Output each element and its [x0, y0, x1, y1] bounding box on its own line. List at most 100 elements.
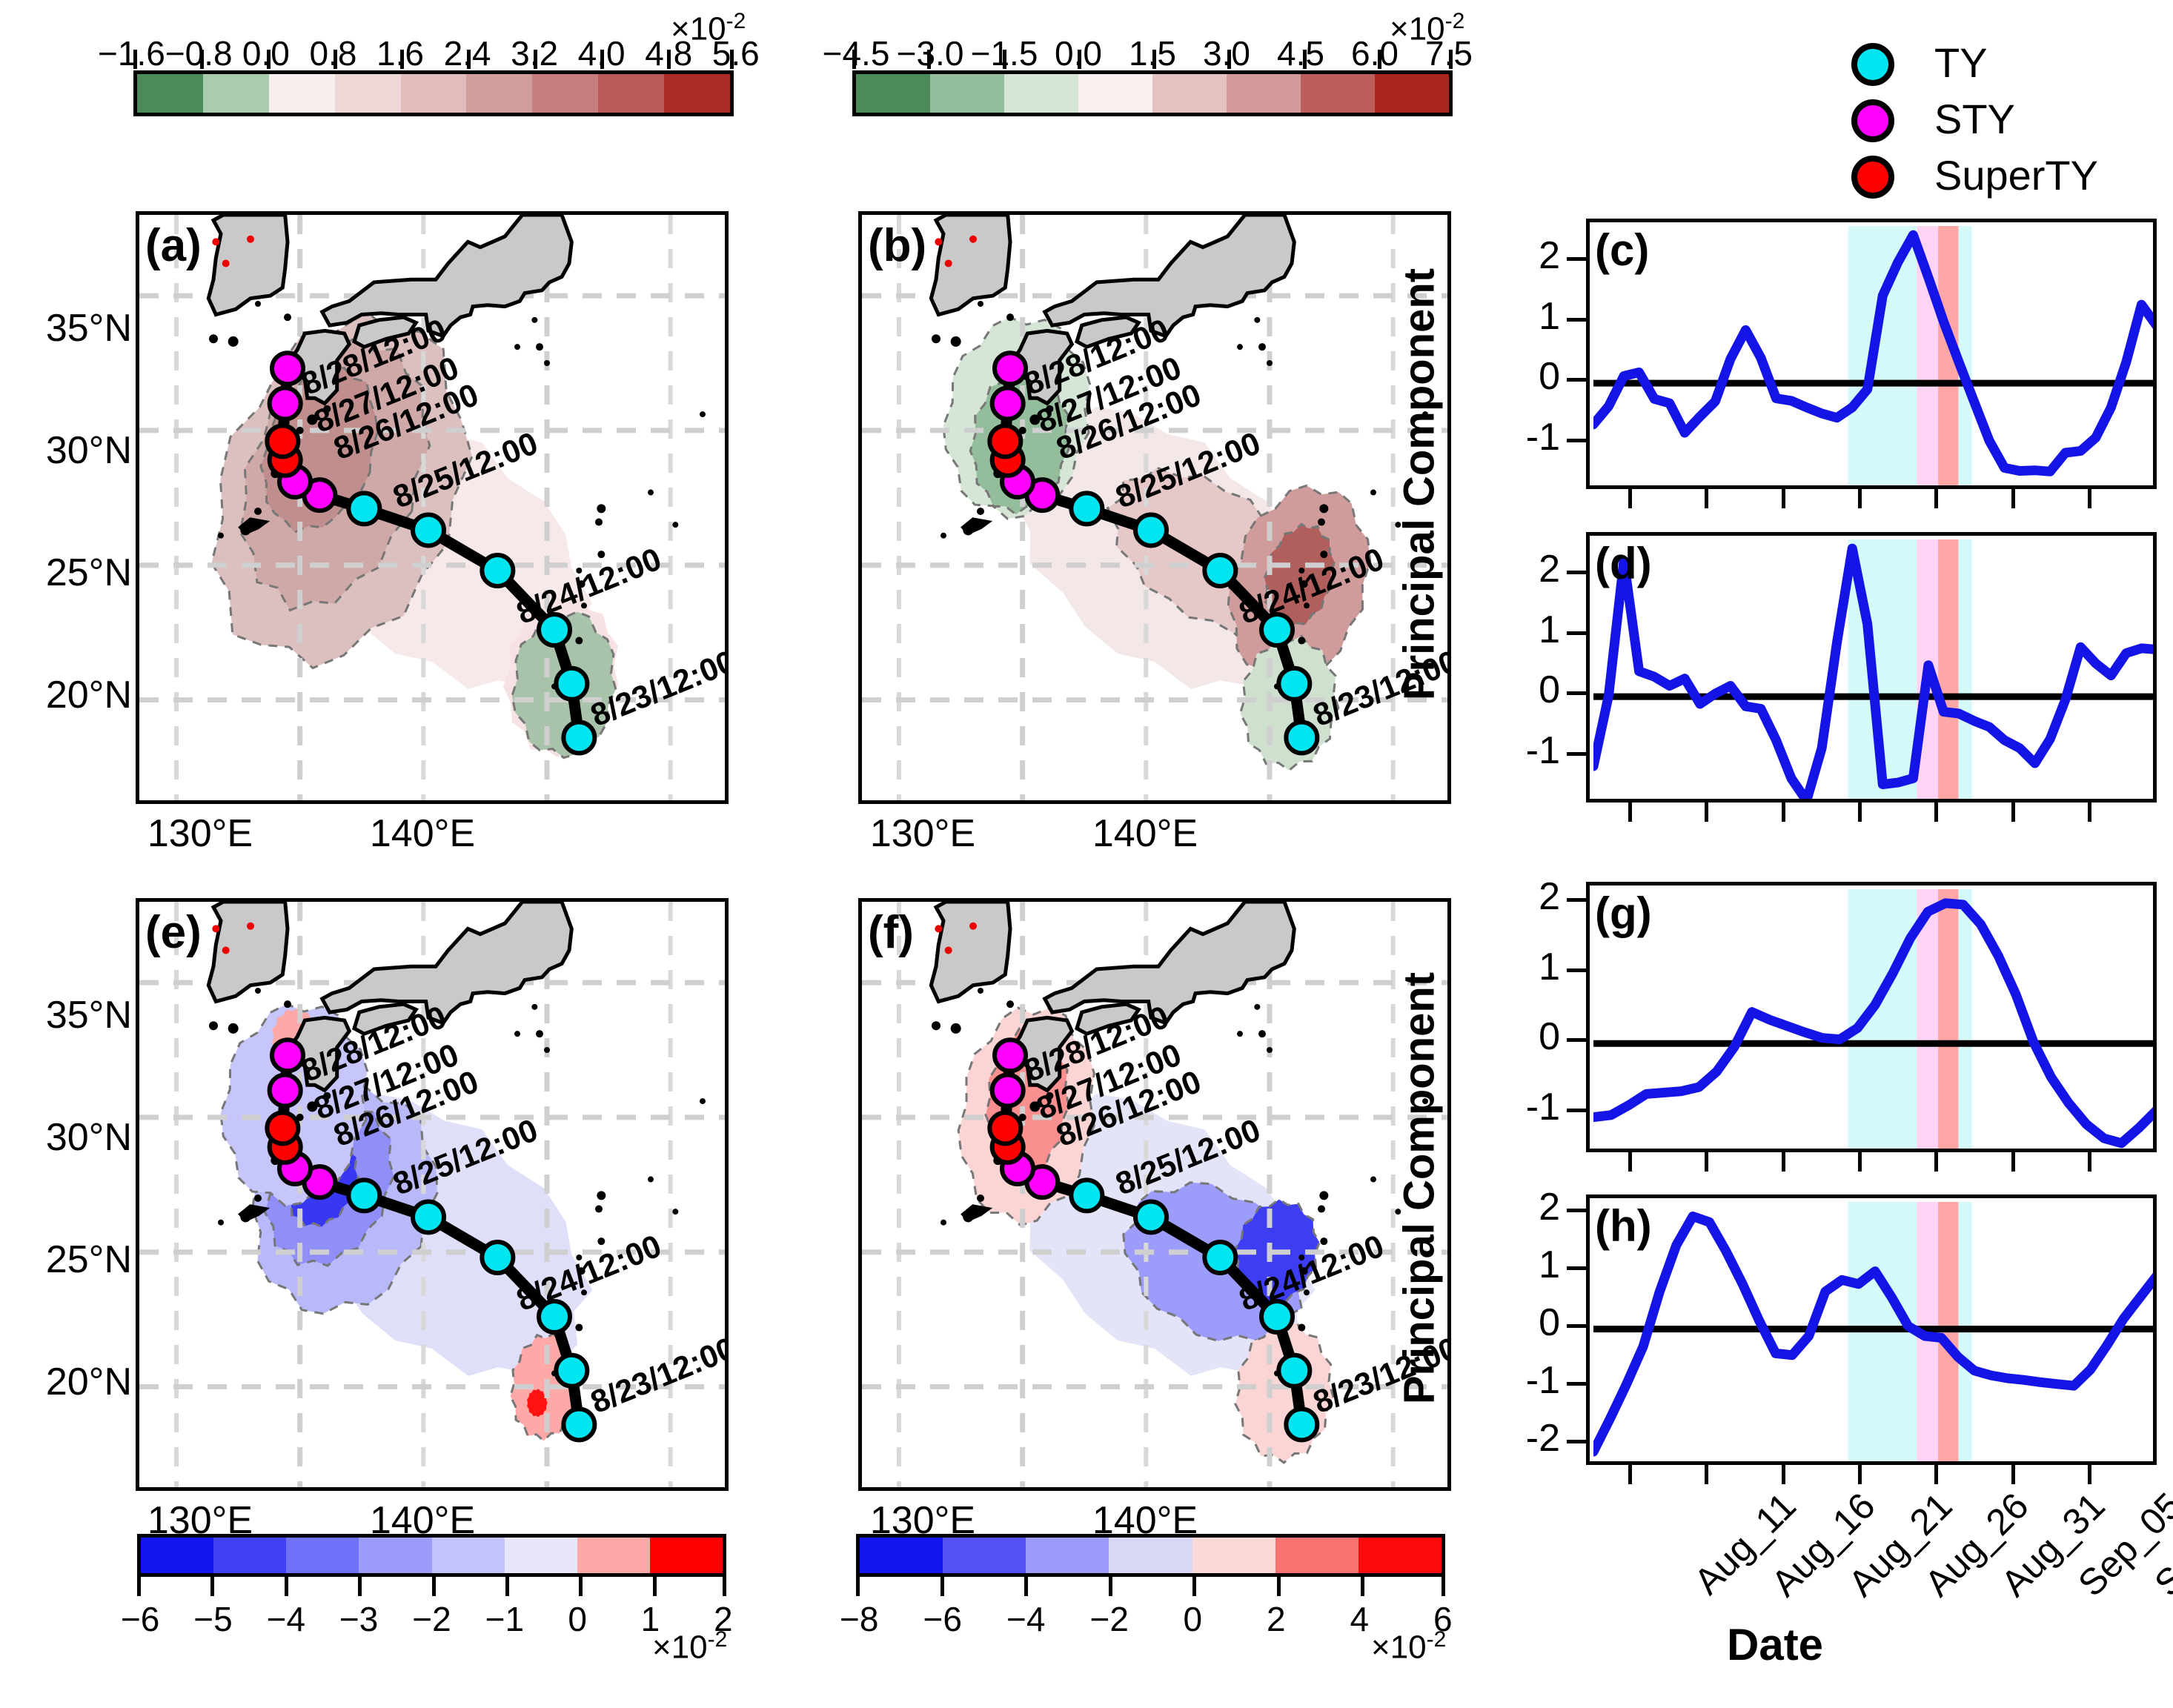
- colorbar-segment: [930, 74, 1004, 113]
- track-marker-superty[interactable]: [987, 423, 1024, 459]
- track-marker-superty[interactable]: [265, 1110, 301, 1146]
- track-marker-ty[interactable]: [537, 612, 572, 648]
- pc-series-line: [1593, 543, 2153, 799]
- track-marker-sty[interactable]: [270, 1037, 305, 1074]
- ts-x-tick: [1857, 1149, 1862, 1172]
- ts-ylabel-bottom: Principal Component: [1395, 971, 1444, 1405]
- coastline: [1075, 315, 1142, 349]
- track-marker-ty[interactable]: [411, 1199, 446, 1235]
- map-panel-e[interactable]: 8/28/12:00 8/27/12:00 8/26/12:00 8/25/12:00…: [136, 898, 729, 1491]
- pc-series-line: [1593, 230, 2153, 476]
- island-marker: [240, 1212, 251, 1223]
- track-marker-ty[interactable]: [346, 491, 382, 527]
- colorbar-e-group: −6 −5 −4 −3 −2 −1 0 1 2: [121, 1534, 733, 1638]
- exponent-base: ×10: [652, 1629, 708, 1666]
- track-marker-superty[interactable]: [265, 423, 301, 459]
- ts-y-tick-label: -1: [1525, 1358, 1560, 1402]
- lat-label-a-20: 20°N: [45, 674, 132, 717]
- ts-y-tick: [1567, 317, 1586, 322]
- colorbar-segment: [1109, 1538, 1192, 1573]
- ts-tag-h: (h): [1595, 1201, 1652, 1251]
- anomaly-contour: [527, 1389, 548, 1418]
- track-marker-ty[interactable]: [561, 720, 597, 756]
- island-marker: [940, 1219, 946, 1226]
- track-marker-ty[interactable]: [1069, 1177, 1105, 1214]
- track-marker-ty[interactable]: [537, 1299, 572, 1335]
- island-marker: [1422, 1098, 1428, 1105]
- track-marker-sty[interactable]: [989, 1072, 1026, 1109]
- island-marker: [963, 525, 974, 536]
- ts-x-tick: [1705, 800, 1709, 822]
- colorbar-tick: [852, 50, 927, 70]
- ts-y-tick: [1567, 751, 1586, 756]
- track-marker-sty[interactable]: [267, 1072, 303, 1109]
- track-marker-ty[interactable]: [346, 1177, 382, 1214]
- map-panel-f[interactable]: 8/28/12:00 8/27/12:00 8/26/12:00 8/25/12:00…: [858, 898, 1451, 1491]
- track-marker-superty[interactable]: [987, 1110, 1024, 1146]
- colorbar-segment: [504, 1538, 577, 1573]
- track-marker-ty[interactable]: [1284, 720, 1320, 756]
- ts-x-tick: [1705, 1149, 1709, 1172]
- island-marker: [1258, 343, 1266, 351]
- track-marker-ty[interactable]: [480, 1240, 516, 1275]
- track-marker-sty[interactable]: [267, 385, 303, 422]
- panel-tag-f: (f): [868, 907, 914, 958]
- colorbar-tick: [652, 1577, 726, 1598]
- track-marker-sty[interactable]: [989, 385, 1026, 422]
- island-marker: [597, 1191, 606, 1200]
- map-panel-b[interactable]: 8/28/12:00 8/27/12:00 8/26/12:00 8/25/12:00…: [858, 211, 1451, 804]
- track-marker-ty[interactable]: [1259, 1299, 1295, 1335]
- lon-label-b-130: 130°E: [869, 812, 976, 855]
- ts-x-tick: [1934, 1149, 1939, 1172]
- track-marker-ty[interactable]: [1133, 1199, 1169, 1235]
- ts-panel-h[interactable]: [1586, 1194, 2157, 1465]
- track-marker-ty[interactable]: [554, 1352, 590, 1389]
- track-marker-ty[interactable]: [1133, 512, 1169, 548]
- track-marker-ty[interactable]: [1276, 1352, 1313, 1389]
- island-marker: [576, 568, 583, 574]
- ts-panel-d[interactable]: [1586, 532, 2157, 803]
- map-panel-a[interactable]: 8/28/12:00 8/27/12:00 8/26/12:00 8/25/12:00…: [136, 211, 729, 804]
- island-marker: [1319, 1191, 1329, 1200]
- coastline: [1010, 1015, 1075, 1093]
- track-marker-ty[interactable]: [1069, 491, 1105, 527]
- island-marker: [1254, 1003, 1261, 1010]
- colorbar-tick: [600, 50, 667, 70]
- track-marker-ty[interactable]: [1284, 1406, 1320, 1443]
- track-marker-sty[interactable]: [992, 350, 1028, 387]
- track-marker-ty[interactable]: [554, 665, 590, 702]
- track-marker-ty[interactable]: [561, 1406, 597, 1443]
- ts-xlabel: Date: [1727, 1620, 1824, 1669]
- ts-x-tick: [1857, 1462, 1862, 1484]
- track-marker-ty[interactable]: [1276, 665, 1313, 702]
- colorbar-tick-label: −1.6: [98, 34, 165, 73]
- track-marker-ty[interactable]: [480, 553, 516, 588]
- track-marker-ty[interactable]: [1202, 1240, 1238, 1275]
- island-marker: [672, 1209, 679, 1215]
- ts-panel-c[interactable]: [1586, 219, 2157, 489]
- track-marker-ty[interactable]: [1202, 553, 1238, 588]
- event-band-ty-tail: [1958, 226, 1972, 485]
- ts-x-tick: [1628, 800, 1632, 822]
- island-marker: [597, 1237, 606, 1246]
- track-marker-ty[interactable]: [411, 512, 446, 548]
- island-marker: [1370, 489, 1376, 496]
- ts-y-tick-label: 1: [1539, 608, 1560, 651]
- admin-marker: [935, 238, 943, 246]
- track-marker-ty[interactable]: [1259, 612, 1295, 648]
- track-marker-sty[interactable]: [270, 350, 305, 387]
- ts-y-tick-label: 2: [1539, 1185, 1560, 1229]
- colorbar-segment: [431, 1538, 505, 1573]
- ts-x-tick: [2088, 800, 2092, 822]
- track-marker-sty[interactable]: [992, 1037, 1028, 1074]
- island-marker: [577, 580, 585, 588]
- ts-x-tick: [1781, 800, 1785, 822]
- ts-panel-g[interactable]: [1586, 882, 2157, 1152]
- colorbar-tick-label: −3: [339, 1600, 379, 1638]
- ts-x-tick: [2088, 1462, 2092, 1484]
- track-time-label: 8/23/12:00: [585, 1331, 729, 1421]
- admin-marker: [944, 259, 952, 268]
- colorbar-f-group: −8 −6 −4 −2 0 2 4 6: [840, 1534, 1453, 1638]
- island-marker: [597, 504, 606, 514]
- panel-tag-e: (e): [145, 907, 202, 958]
